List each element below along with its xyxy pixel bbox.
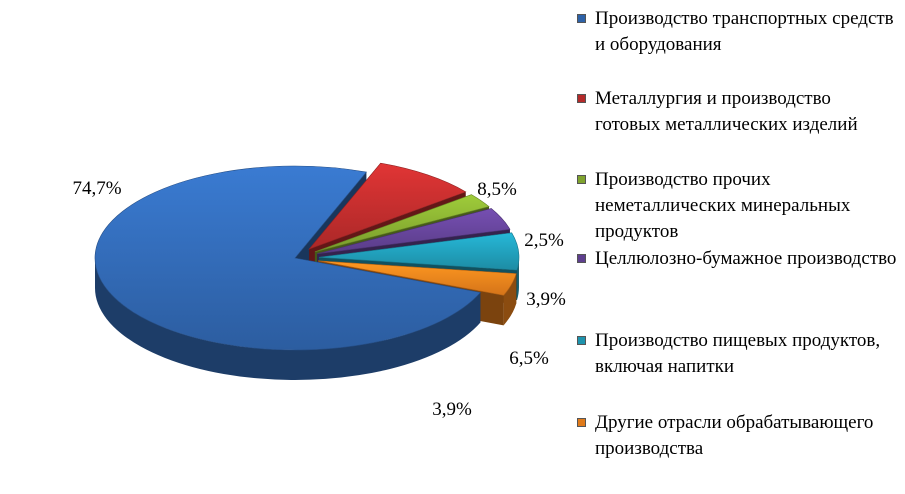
legend-marker	[577, 175, 586, 184]
legend-label: Производство пищевых продуктов, включая …	[595, 330, 881, 377]
pie-slice-1	[308, 162, 467, 250]
legend-marker	[577, 14, 586, 23]
data-label-0: 74,7%	[72, 178, 121, 199]
legend-label: Производство транспортных средств и обор…	[595, 8, 894, 55]
legend-marker	[577, 336, 586, 345]
pie-slice-3	[317, 208, 511, 255]
data-label-4: 6,5%	[509, 348, 549, 369]
data-label-2: 2,5%	[524, 230, 564, 251]
data-label-1: 8,5%	[477, 179, 517, 200]
legend-label: Целлюлозно-бумажное производство	[595, 248, 897, 269]
pie-slice-5	[318, 260, 517, 296]
legend-label: Другие отрасли обрабатывающего производс…	[595, 412, 874, 459]
slice-outer-wall	[95, 258, 481, 380]
legend-marker	[577, 254, 586, 263]
pie-slice-0	[94, 165, 482, 351]
pie-slice-2	[314, 194, 490, 253]
pie-slice-4	[318, 232, 520, 271]
slice-outer-wall	[517, 257, 519, 301]
legend-marker	[577, 418, 586, 427]
data-label-5: 3,9%	[432, 399, 472, 420]
legend-label: Производство прочих неметаллических мине…	[595, 169, 851, 242]
data-label-3: 3,9%	[526, 289, 566, 310]
legend-marker	[577, 94, 586, 103]
slice-outer-wall	[503, 273, 517, 326]
legend-label: Металлургия и производство готовых метал…	[595, 88, 858, 135]
pie-tops	[94, 162, 520, 351]
